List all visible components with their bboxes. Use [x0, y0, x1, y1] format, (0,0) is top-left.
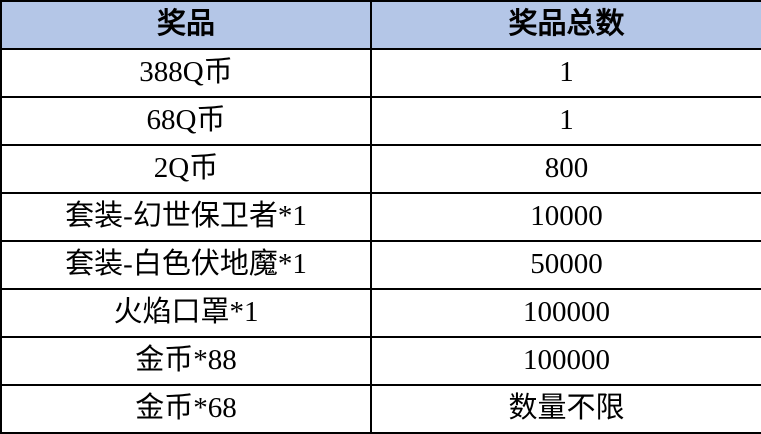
prize-column-header: 奖品: [0, 0, 372, 50]
count-cell: 800: [370, 144, 761, 194]
prize-table-body: 388Q币 1 68Q币 1 2Q币 800 套装-幻世保卫者*1 10000 套装-白色伏地魔…: [0, 48, 761, 434]
table-row: 金币*68 数量不限: [0, 384, 761, 434]
prize-cell: 金币*68: [0, 384, 372, 434]
prize-cell: 388Q币: [0, 48, 372, 98]
count-cell: 50000: [370, 240, 761, 290]
prize-cell: 金币*88: [0, 336, 372, 386]
prize-cell: 套装-幻世保卫者*1: [0, 192, 372, 242]
prize-cell: 2Q币: [0, 144, 372, 194]
count-cell: 10000: [370, 192, 761, 242]
prize-cell: 套装-白色伏地魔*1: [0, 240, 372, 290]
table-row: 套装-白色伏地魔*1 50000: [0, 240, 761, 290]
count-cell: 1: [370, 48, 761, 98]
count-cell: 1: [370, 96, 761, 146]
count-cell: 100000: [370, 288, 761, 338]
count-column-header: 奖品总数: [370, 0, 761, 50]
table-row: 套装-幻世保卫者*1 10000: [0, 192, 761, 242]
count-cell: 数量不限: [370, 384, 761, 434]
header-row: 奖品 奖品总数: [0, 0, 761, 50]
table-row: 2Q币 800: [0, 144, 761, 194]
table-row: 68Q币 1: [0, 96, 761, 146]
prize-cell: 火焰口罩*1: [0, 288, 372, 338]
table-row: 金币*88 100000: [0, 336, 761, 386]
table-row: 火焰口罩*1 100000: [0, 288, 761, 338]
count-cell: 100000: [370, 336, 761, 386]
table-row: 388Q币 1: [0, 48, 761, 98]
prize-cell: 68Q币: [0, 96, 372, 146]
